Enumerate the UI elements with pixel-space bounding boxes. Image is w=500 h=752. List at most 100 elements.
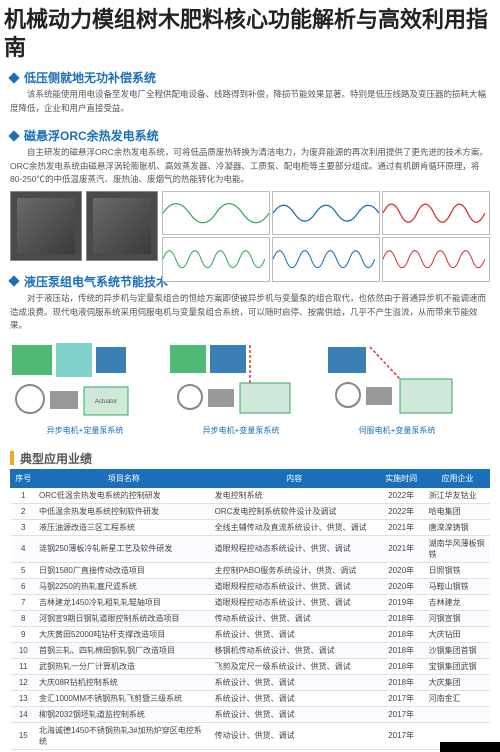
mini-chart [162, 237, 270, 281]
table-cell: 2021年 [377, 535, 426, 562]
hydraulic-fig-3 [322, 337, 472, 423]
table-cell: 道眼规程控动态系统设计、供货、调试 [212, 535, 377, 562]
table-cell: 12 [11, 674, 37, 690]
table-row: 1ORC低温余热发电系统的控制研发发电控制系统2022年浙江华友钴业 [11, 487, 490, 503]
table-row: 3液压油源改造三区工程系统全线主辅传动及直流系统设计、供货、调试2021年唐滦滦… [11, 519, 490, 535]
table-cell: 吉林建龙1450冷轧粗轧轧辊轴项目 [36, 594, 212, 610]
table-row: 7吉林建龙1450冷轧粗轧轧辊轴项目道眼规程控动态系统设计、供货、调试2019年… [11, 594, 490, 610]
orc-photo-2 [86, 191, 158, 261]
table-cell: 8 [11, 610, 37, 626]
table-cell: 发电控制系统 [212, 487, 377, 503]
mini-chart [382, 237, 490, 281]
col-index: 序号 [11, 469, 37, 487]
orc-figures [10, 191, 490, 261]
mini-chart [272, 191, 380, 235]
hydraulic-caption-2: 异步电机+变量泵系统 [203, 425, 280, 436]
table-row: 15北海诚德1450不锈钢热轧3#加热炉穿区电控系统传动设计、供货、调试2017… [11, 722, 490, 749]
table-cell: 1 [11, 487, 37, 503]
table-row: 2中低温余热发电系统控制软件研发ORC发电控制系统软件设计及调试2022年哈电集… [11, 503, 490, 519]
hydraulic-caption-1: 异步电机+定量泵系统 [47, 425, 124, 436]
table-cell: 系统设计、供货、调试 [212, 674, 377, 690]
table-cell: 2017年 [377, 690, 426, 706]
table-row: 5日钢1580厂直接传动改造项目主控制PABO服务系统设计、供货、调试2020年… [11, 562, 490, 578]
table-cell: 7 [11, 594, 37, 610]
table-cell: ORC发电控制系统软件设计及调试 [212, 503, 377, 519]
diamond-icon [8, 276, 19, 287]
table-cell: 2022年 [377, 487, 426, 503]
table-cell: 2018年 [377, 658, 426, 674]
table-cell: 金汇1000MM不锈钢热轧飞剪暨三级系统 [36, 690, 212, 706]
table-cell: ORC低温余热发电系统的控制研发 [36, 487, 212, 503]
table-cell: 2018年 [377, 610, 426, 626]
page-title: 机械动力模组树木肥料核心功能解析与高效利用指南 [0, 0, 500, 63]
table-cell: 主控制PABO服务系统设计、供货、调试 [212, 562, 377, 578]
mini-chart [272, 237, 380, 281]
table-cell: 2017年 [377, 722, 426, 749]
cases-header: 典型应用业绩 [10, 450, 490, 467]
table-cell: 中低温余热发电系统控制软件研发 [36, 503, 212, 519]
table-cell: 2018年 [377, 674, 426, 690]
table-cell: 2022年 [377, 503, 426, 519]
col-time: 实施时间 [377, 469, 426, 487]
section-body-1: 该系统能使用用电设备至发电厂全程供配电设备、线路得到补偿，降损节能效果显著。特别… [10, 88, 490, 115]
table-cell: 武钢热轧一分厂计算机改造 [36, 658, 212, 674]
table-cell: 宝钢集团武钢 [426, 658, 490, 674]
table-cell: 浙江华友钴业 [426, 487, 490, 503]
orc-chart-grid [162, 191, 490, 261]
section-title-2: 磁悬浮ORC余热发电系统 [24, 127, 159, 144]
table-cell: 首钢三轧、四轧棉田钢轧钢厂改造项目 [36, 642, 212, 658]
footer-strip [440, 742, 500, 752]
svg-text:Actuator: Actuator [95, 399, 117, 405]
cases-title: 典型应用业绩 [20, 450, 92, 467]
table-cell: 2020年 [377, 578, 426, 594]
table-row: 11武钢热轧一分厂计算机改造飞剪及定尺一级系统设计、供货、调试2018年宝钢集团… [11, 658, 490, 674]
col-content: 内容 [212, 469, 377, 487]
cases-table: 序号 项目名称 内容 实施时间 应用企业 1ORC低温余热发电系统的控制研发发电… [10, 469, 490, 750]
hydraulic-caption-3: 伺服电机+变量泵系统 [359, 425, 436, 436]
section-title-1: 低压侧就地无功补偿系统 [24, 69, 156, 86]
hydraulic-fig-1: Actuator [10, 337, 160, 423]
indicator-icon [10, 451, 14, 465]
table-cell: 日钢1580厂直接传动改造项目 [36, 562, 212, 578]
table-cell: 道眼规程控动态系统设计、供货、调试 [212, 578, 377, 594]
diamond-icon [8, 130, 19, 141]
table-cell: 2021年 [377, 519, 426, 535]
table-cell: 6 [11, 578, 37, 594]
table-cell: 河南金汇 [426, 690, 490, 706]
table-cell: 5 [11, 562, 37, 578]
section-body-2: 自主研发的磁悬浮ORC余热发电系统，可将低品质废热转换为清洁电力，为废弃能源的再… [10, 146, 490, 187]
diamond-icon [8, 72, 19, 83]
table-cell: 湖南华风薄板铜铁 [426, 535, 490, 562]
table-row: 10首钢三轧、四轧棉田钢轧钢厂改造项目移钢机传动系统设计、供货、调试2018年沙… [11, 642, 490, 658]
table-cell: 道眼规程控动态系统设计、供货、调试 [212, 594, 377, 610]
table-cell: 2019年 [377, 594, 426, 610]
table-cell: 涟钢250薄板冷轧新星工艺及软件研发 [36, 535, 212, 562]
hydraulic-fig-2 [166, 337, 316, 423]
table-cell: 北海诚德1450不锈钢热轧3#加热炉穿区电控系统 [36, 722, 212, 749]
table-cell: 大庆集团 [426, 674, 490, 690]
col-ent: 应用企业 [426, 469, 490, 487]
table-cell: 飞剪及定尺一级系统设计、供货、调试 [212, 658, 377, 674]
section-body-3: 对于液压站，传统的异步机与定量泵组合的恒给方案即使被异步机与变量泵的组合取代，也… [10, 292, 490, 333]
table-cell: 系统设计、供货、调试 [212, 690, 377, 706]
table-cell: 11 [11, 658, 37, 674]
mini-chart [162, 191, 270, 235]
table-cell: 2018年 [377, 642, 426, 658]
table-cell: 马钢2250的热轧塞尺滤系统 [36, 578, 212, 594]
table-cell: 2020年 [377, 562, 426, 578]
orc-photo-1 [10, 191, 82, 261]
table-cell: 传动系统设计、供货、调试 [212, 610, 377, 626]
table-cell: 液压油源改造三区工程系统 [36, 519, 212, 535]
table-cell: 移钢机传动系统设计、供货、调试 [212, 642, 377, 658]
hydraulic-figures: Actuator 异步电机+定量泵系统 异步电机+变量泵系统 [10, 337, 490, 436]
table-cell: 15 [11, 722, 37, 749]
table-cell: 系统设计、供货、调试 [212, 706, 377, 722]
section-title-3: 液压泵组电气系统节能技术 [24, 273, 168, 290]
table-row: 12大庆08R钻机控制系统系统设计、供货、调试2018年大庆集团 [11, 674, 490, 690]
table-row: 14柳钢2032钢坯轧道监控制系统系统设计、供货、调试2017年 [11, 706, 490, 722]
table-cell: 2 [11, 503, 37, 519]
table-cell: 13 [11, 690, 37, 706]
table-cell: 全线主辅传动及直流系统设计、供货、调试 [212, 519, 377, 535]
table-cell: 3 [11, 519, 37, 535]
table-cell: 沙钢集团首钢 [426, 642, 490, 658]
